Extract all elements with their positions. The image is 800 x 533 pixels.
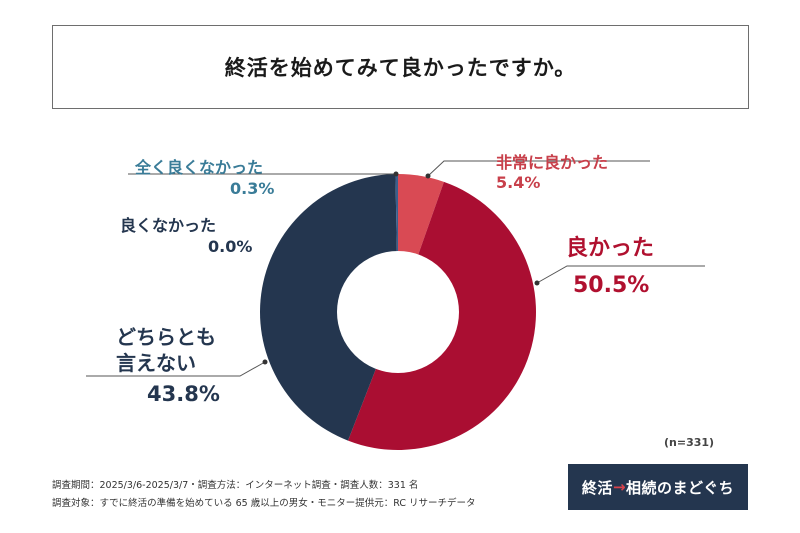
label-very-good-name: 非常に良かった: [496, 153, 609, 172]
title-box: 終活を始めてみて良かったですか。: [52, 25, 749, 109]
leader-very-good: [427, 160, 650, 177]
label-not-at-all-name: 全く良くなかった: [135, 158, 264, 177]
leader-dot-very-good: [425, 173, 431, 179]
donut-hole: [337, 251, 459, 373]
leader-neutral: [86, 361, 266, 377]
label-very-good-value: 5.4%: [496, 173, 541, 192]
slice-neutral: [260, 174, 398, 441]
label-not-good-name: 良くなかった: [120, 216, 217, 235]
logo-text-1: 終活: [581, 478, 613, 497]
leader-dot-not-at-all: [393, 171, 399, 177]
label-neutral-name: どちらとも 言えない: [116, 324, 216, 376]
footer-survey-period: 調査期間：2025/3/6-2025/3/7・調査方法：インターネット調査・調査…: [52, 480, 419, 491]
leader-dot-good: [534, 280, 540, 286]
chart-title: 終活を始めてみて良かったですか。: [224, 56, 577, 80]
logo-text-2: 相続のまどぐち: [626, 478, 735, 497]
label-neutral-line2: 言えない: [116, 351, 196, 375]
footer-survey-target: 調査対象：すでに終活の準備を始めている 65 歳以上の男女・モニター提供元：RC…: [52, 498, 476, 509]
logo-arrow: →: [612, 478, 627, 496]
label-not-at-all-value: 0.3%: [230, 179, 275, 198]
sample-size-label: (n=331): [664, 436, 715, 449]
label-neutral-line1: どちらとも: [116, 325, 216, 349]
label-good-name: 良かった: [566, 236, 655, 261]
label-good-value: 50.5%: [573, 273, 650, 298]
leader-good: [536, 265, 705, 284]
leader-dot-neutral: [262, 359, 268, 365]
label-not-good-value: 0.0%: [208, 237, 253, 256]
label-neutral-value: 43.8%: [147, 382, 220, 406]
brand-logo: 終活 → 相続のまどぐち: [568, 464, 748, 510]
